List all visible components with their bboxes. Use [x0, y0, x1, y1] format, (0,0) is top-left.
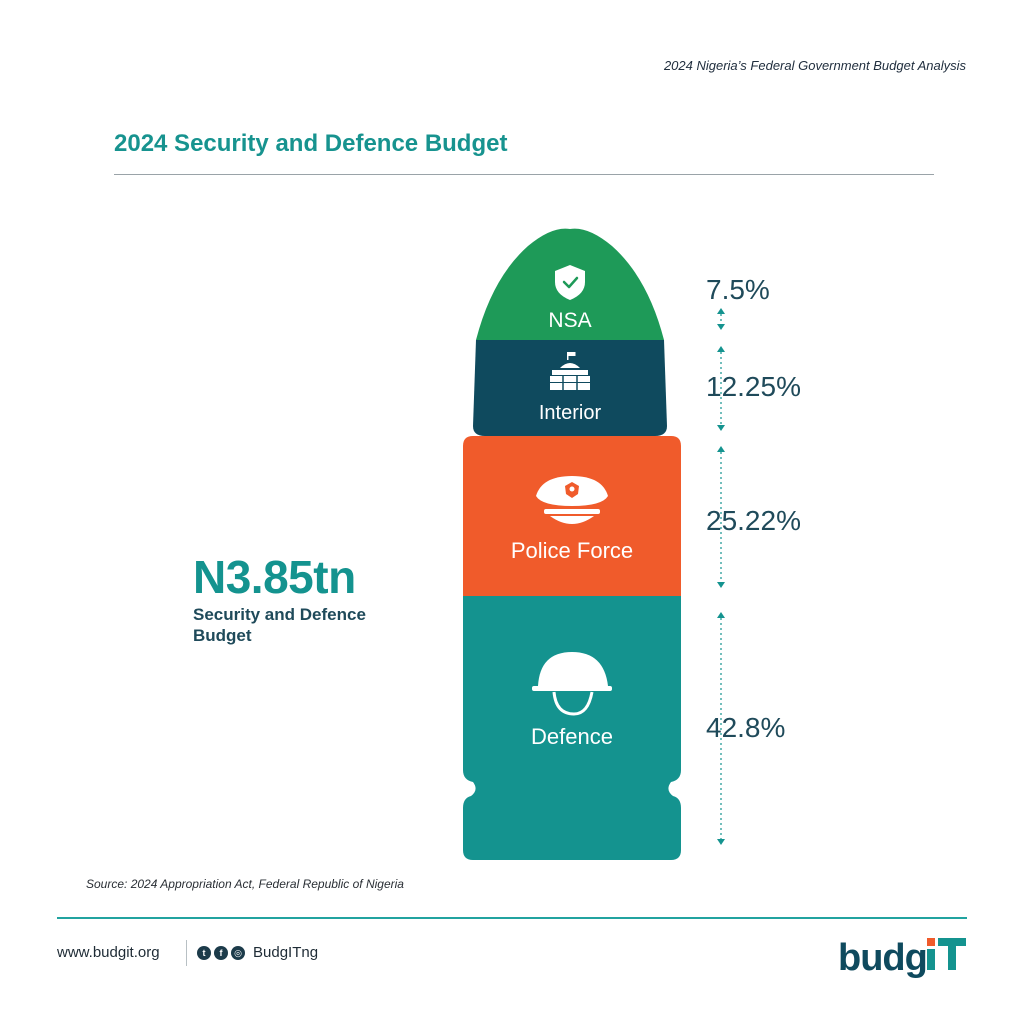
shield-check-icon	[555, 265, 585, 300]
instagram-icon[interactable]: ◎	[231, 946, 245, 960]
svg-text:budg: budg	[838, 937, 927, 979]
budgit-logo: budg	[838, 937, 966, 979]
source-note: Source: 2024 Appropriation Act, Federal …	[86, 877, 404, 891]
segment-label-interior: Interior	[539, 402, 602, 424]
span-arrow-nsa	[717, 308, 725, 330]
value-label-nsa: 7.5%	[706, 274, 770, 305]
value-label-interior: 12.25%	[706, 371, 801, 402]
website-link[interactable]: www.budgit.org	[57, 944, 160, 961]
police-cap-icon	[536, 476, 608, 524]
total-budget-amount: N3.85tn	[193, 551, 356, 603]
military-helmet-icon	[532, 652, 612, 716]
footer-separator	[186, 940, 187, 966]
value-label-police-force: 25.22%	[706, 505, 801, 536]
value-label-defence: 42.8%	[706, 712, 785, 743]
total-budget-label: Security and Defence Budget	[193, 605, 366, 645]
page-title: 2024 Security and Defence Budget	[114, 130, 508, 157]
social-handle[interactable]: BudgITng	[253, 944, 319, 961]
title-divider	[114, 174, 934, 175]
span-arrow-interior	[717, 346, 725, 431]
span-arrow-police-force	[717, 446, 725, 588]
facebook-icon[interactable]: f	[214, 946, 228, 960]
twitter-icon[interactable]: t	[197, 946, 211, 960]
fort-building-icon	[550, 352, 590, 390]
span-arrow-defence	[717, 612, 725, 845]
social-icons: t f ◎	[197, 946, 245, 960]
segment-label-nsa: NSA	[548, 309, 591, 332]
segment-label-defence: Defence	[531, 724, 613, 749]
segment-label-police-force: Police Force	[511, 538, 633, 563]
segment-defence	[463, 596, 681, 860]
report-title: 2024 Nigeria’s Federal Government Budget…	[663, 58, 966, 73]
footer-divider	[57, 917, 967, 919]
